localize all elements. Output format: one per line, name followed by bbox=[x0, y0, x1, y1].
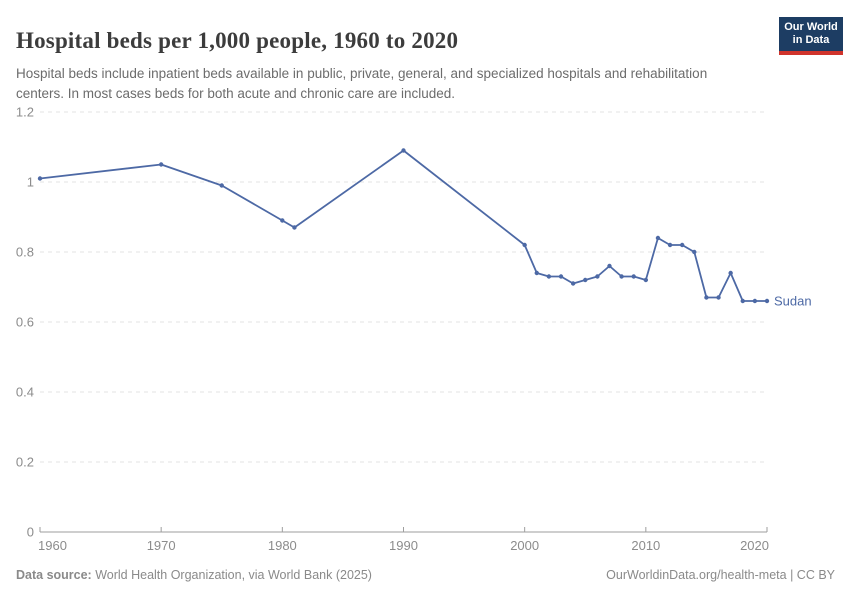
data-point-marker bbox=[583, 277, 588, 283]
y-gridlines bbox=[40, 111, 767, 463]
data-source-text: World Health Organization, via World Ban… bbox=[91, 568, 372, 582]
x-tick-label: 1990 bbox=[389, 538, 418, 553]
series-end-label: Sudan bbox=[774, 294, 812, 309]
data-point-marker bbox=[631, 274, 636, 279]
owid-logo-line2: in Data bbox=[792, 34, 830, 46]
page-title: Hospital beds per 1,000 people, 1960 to … bbox=[16, 28, 459, 54]
y-tick-label: 0.2 bbox=[16, 455, 34, 470]
owid-url-link[interactable]: OurWorldinData.org/health-meta bbox=[606, 568, 787, 582]
y-tick-label: 0.4 bbox=[16, 385, 34, 400]
chart-subtitle: Hospital beds include inpatient beds ava… bbox=[16, 65, 708, 101]
chart-footer: Data source: World Health Organization, … bbox=[16, 568, 835, 582]
x-tick-label: 1970 bbox=[147, 538, 176, 553]
license-badge: | CC BY bbox=[786, 568, 835, 582]
owid-link-license: OurWorldinData.org/health-meta | CC BY bbox=[606, 568, 835, 582]
data-point-marker bbox=[764, 298, 770, 304]
data-point-marker bbox=[534, 270, 539, 276]
y-tick-label: 0.6 bbox=[16, 315, 34, 330]
series-line bbox=[39, 149, 768, 302]
data-point-marker bbox=[667, 242, 673, 248]
data-point-marker bbox=[619, 274, 624, 279]
data-point-marker bbox=[37, 176, 43, 181]
data-point-marker bbox=[522, 242, 527, 248]
y-tick-label: 0.8 bbox=[16, 245, 34, 260]
data-point-marker bbox=[558, 274, 564, 279]
data-point-marker bbox=[655, 235, 661, 241]
data-point-marker bbox=[692, 249, 697, 255]
x-axis-labels: 1960 1970 1980 1990 2000 2010 2020 bbox=[38, 538, 769, 553]
y-tick-label: 1 bbox=[27, 175, 34, 190]
x-tick-label: 2020 bbox=[740, 538, 769, 553]
y-axis-labels: 0 0.2 0.4 0.6 0.8 1 1.2 bbox=[16, 105, 34, 540]
data-point-marker bbox=[401, 148, 406, 153]
x-tick-label: 2000 bbox=[510, 538, 539, 553]
data-point-marker bbox=[219, 183, 224, 188]
data-point-marker bbox=[704, 295, 709, 300]
x-tick-label: 2010 bbox=[631, 538, 660, 553]
data-point-marker bbox=[292, 225, 297, 230]
x-axis bbox=[39, 527, 768, 533]
data-source-label: Data source: bbox=[16, 568, 92, 582]
data-point-marker bbox=[740, 298, 745, 304]
x-tick-label: 1980 bbox=[268, 538, 297, 553]
data-point-marker bbox=[546, 274, 552, 279]
data-source-note: Data source: World Health Organization, … bbox=[16, 568, 372, 582]
data-point-marker bbox=[595, 274, 600, 279]
data-point-marker bbox=[752, 298, 758, 304]
data-point-marker bbox=[280, 218, 285, 223]
data-point-marker bbox=[607, 263, 612, 269]
owid-logo-line1: Our World bbox=[784, 21, 838, 33]
data-point-marker bbox=[728, 270, 733, 276]
data-point-marker bbox=[643, 277, 649, 283]
data-point-marker bbox=[158, 162, 164, 167]
data-point-marker bbox=[570, 281, 576, 286]
x-tick-label: 1960 bbox=[38, 538, 67, 553]
y-tick-label: 1.2 bbox=[16, 105, 34, 120]
y-tick-label: 0 bbox=[27, 525, 34, 540]
line-series-sudan[interactable]: Sudan bbox=[37, 148, 812, 309]
data-point-marker bbox=[716, 295, 721, 300]
data-point-marker bbox=[679, 242, 685, 248]
owid-logo[interactable]: Our World in Data bbox=[779, 17, 843, 55]
